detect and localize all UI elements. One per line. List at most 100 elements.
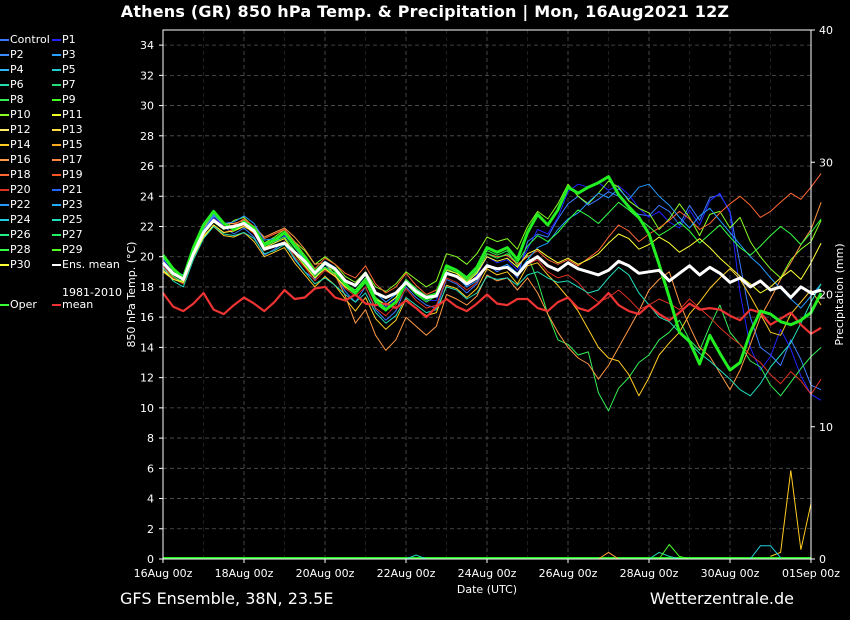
legend-item-p25: P25 [52,214,83,226]
y2-tick-label: 0 [819,553,826,566]
legend-swatch [0,114,9,116]
y-tick-label: 30 [140,100,154,113]
legend-item-p22: P22 [0,199,31,211]
y-tick-label: 20 [140,251,154,264]
y-tick-label: 34 [140,39,154,52]
y-tick-label: 24 [140,190,154,203]
legend-swatch [52,114,61,116]
y2-tick-label: 40 [819,24,833,37]
legend-swatch [0,174,9,176]
legend-swatch [0,69,9,71]
legend-item-p29: P29 [52,244,83,256]
precip-line-p9 [658,543,690,560]
legend-swatch [0,144,9,146]
x-tick-label: 20Aug 00z [296,567,355,580]
legend-label: P22 [10,198,31,211]
legend-label: P14 [10,138,31,151]
x-tick-label: 26Aug 00z [539,567,598,580]
axis-layer: 0246810121416182022242628303234010203040… [125,24,846,596]
legend-item-1981-2010-mean: 1981-2010 mean [52,287,126,311]
legend-swatch [0,99,9,101]
precip-line-p14 [770,470,812,557]
legend-swatch [52,304,61,306]
legend-label: Ens. mean [62,258,120,271]
series-line-p10 [162,180,822,292]
legend-item-p1: P1 [52,34,76,46]
legend-label: P23 [62,198,83,211]
precip-line-p24 [749,545,781,560]
legend-label: P27 [62,228,83,241]
legend-item-p18: P18 [0,169,31,181]
legend-item-p21: P21 [52,184,83,196]
y-tick-label: 18 [140,281,154,294]
legend-item-control: Control [0,34,50,46]
legend-swatch [52,264,61,266]
legend-label: P20 [10,183,31,196]
x-tick-label: 22Aug 00z [377,567,436,580]
legend-swatch [0,54,9,56]
y-tick-label: 14 [140,341,154,354]
legend-item-p7: P7 [52,79,76,91]
y-tick-label: 22 [140,220,154,233]
legend-item-p10: P10 [0,109,31,121]
legend-label: P5 [62,63,76,76]
legend-item-p23: P23 [52,199,83,211]
legend-item-p30: P30 [0,259,31,271]
y-tick-label: 6 [147,462,154,475]
y-axis-label: 850 hPa Temp. (°C) [125,242,138,348]
y-tick-label: 12 [140,372,154,385]
legend-item-p4: P4 [0,64,24,76]
y-tick-label: 0 [147,553,154,566]
legend-swatch [52,174,61,176]
x-tick-label: 30Aug 00z [701,567,760,580]
legend-label: P30 [10,258,31,271]
legend-item-p20: P20 [0,184,31,196]
legend-item-p17: P17 [52,154,83,166]
legend-swatch [52,144,61,146]
legend-label: P16 [10,153,31,166]
legend-swatch [0,159,9,161]
legend-item-p15: P15 [52,139,83,151]
legend-label: P19 [62,168,83,181]
legend-label: P12 [10,123,31,136]
legend-label: Control [10,33,50,46]
legend-swatch [52,99,61,101]
y2-tick-label: 30 [819,156,833,169]
precip-layer [163,470,812,560]
legend-item-p11: P11 [52,109,83,121]
legend-label: P6 [10,78,24,91]
legend-swatch [52,84,61,86]
legend-label: P25 [62,213,83,226]
legend-swatch [0,219,9,221]
legend-item-p19: P19 [52,169,83,181]
y-tick-label: 16 [140,311,154,324]
legend-label: P4 [10,63,24,76]
legend-label: P15 [62,138,83,151]
legend-label: P1 [62,33,76,46]
legend-label: P29 [62,243,83,256]
legend-label: P9 [62,93,76,106]
legend-swatch [0,39,9,41]
y-tick-label: 8 [147,432,154,445]
series-line-p16 [162,202,822,391]
legend-swatch [52,129,61,131]
legend-item-p27: P27 [52,229,83,241]
legend-item-p13: P13 [52,124,83,136]
legend-swatch [0,264,9,266]
legend-swatch [0,234,9,236]
series-line-1981-2010-mean [162,285,822,335]
footer-site: Wetterzentrale.de [649,589,794,608]
legend-swatch [52,39,61,41]
legend-swatch [0,129,9,131]
x-tick-label: 28Aug 00z [620,567,679,580]
x-tick-label: 01Sep 00z [782,567,840,580]
legend-item-p9: P9 [52,94,76,106]
legend-item-p16: P16 [0,154,31,166]
legend-label: P17 [62,153,83,166]
legend-swatch [52,159,61,161]
legend-swatch [52,249,61,251]
y-tick-label: 2 [147,523,154,536]
legend-label: P24 [10,213,31,226]
y2-tick-label: 10 [819,421,833,434]
legend-label: P21 [62,183,83,196]
